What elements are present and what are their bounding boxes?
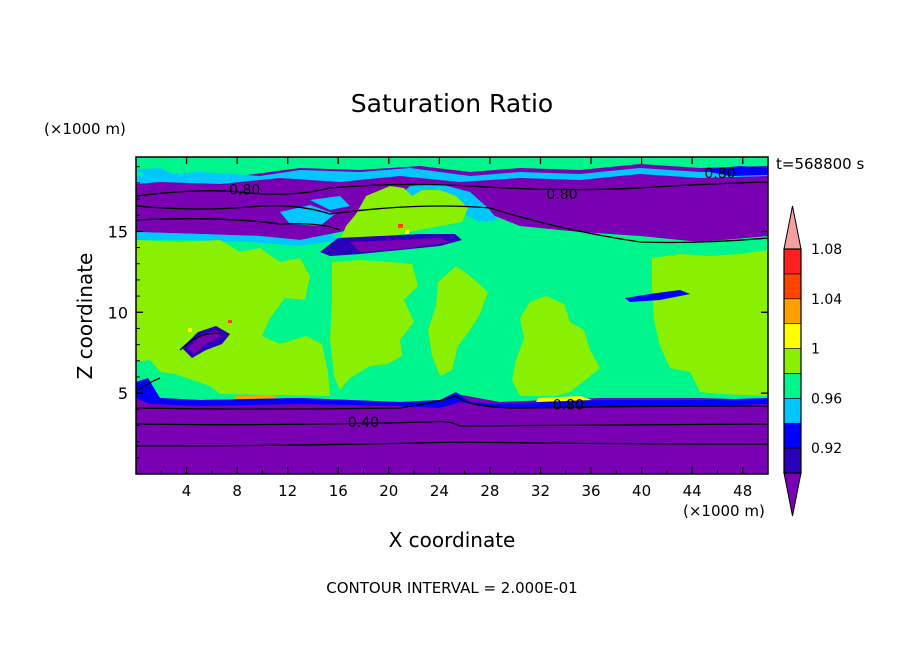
colorbar-label: 1 [811, 342, 820, 358]
contour-line [136, 218, 341, 231]
contour-label: 0.80 [553, 397, 584, 413]
y-axis: 5 10 15 [108, 166, 768, 459]
colorbar-frame [783, 248, 802, 474]
contour-label: 0.80 [704, 166, 735, 182]
y-unit-label: (×1000 m) [44, 120, 126, 138]
colorbar-bin [783, 373, 802, 399]
colorbar-label: 0.96 [811, 391, 842, 407]
colorbar-bin [783, 398, 802, 424]
x-tick-label: 4 [182, 482, 192, 500]
contour-line [179, 332, 223, 351]
lime-region-3 [428, 266, 488, 376]
y-tick-label: 10 [108, 303, 128, 322]
time-label: t=568800 s [776, 155, 864, 173]
lime-region-5 [652, 250, 768, 396]
x-tick-label: 28 [480, 482, 499, 500]
contour-field [136, 157, 768, 474]
colorbar-bin [783, 447, 802, 474]
contour-label: 0.40 [348, 415, 379, 431]
lower-boundary [136, 378, 768, 408]
lime-region-4 [512, 296, 600, 396]
x-tick-label: 32 [531, 482, 550, 500]
colorbar: 0.92 0.96 1 1.04 1.08 [783, 205, 842, 517]
x-tick-label: 20 [379, 482, 398, 500]
x-unit-label: (×1000 m) [683, 502, 765, 520]
contour-label: 0.80 [546, 187, 577, 203]
top-cyan-band [136, 168, 768, 184]
x-tick-label: 36 [581, 482, 600, 500]
colorbar-label: 1.08 [811, 242, 842, 258]
x-tick-label: 48 [733, 482, 752, 500]
chart-title: Saturation Ratio [351, 89, 553, 118]
contour-line [136, 441, 768, 447]
colorbar-bin [783, 298, 802, 324]
lime-region-upper [340, 186, 468, 244]
plot-frame [135, 156, 769, 475]
y-tick-label: 5 [118, 384, 128, 403]
contour-line [136, 395, 768, 410]
y-axis-label: Z coordinate [73, 253, 97, 380]
x-tick-label: 16 [329, 482, 348, 500]
contour-label: 0.80 [229, 182, 260, 198]
y-tick-label: 15 [108, 222, 128, 241]
x-axis: 4 8 12 16 20 24 28 32 36 40 44 48 [160, 157, 752, 500]
x-axis-label: X coordinate [389, 528, 516, 552]
contour-line [136, 205, 768, 244]
colorbar-bin [783, 273, 802, 300]
contour-line [136, 181, 768, 197]
colorbar-bin [783, 348, 802, 374]
colorbar-label: 1.04 [811, 292, 842, 308]
contour-interval-footer: CONTOUR INTERVAL = 2.000E-01 [326, 579, 577, 597]
top-moist-strip [136, 157, 768, 178]
contour-labels: 0.80 0.80 0.80 0.80 0.40 [229, 166, 735, 431]
lime-region-2 [330, 260, 418, 390]
colorbar-min-arrow [783, 472, 802, 517]
x-tick-label: 44 [683, 482, 702, 500]
contour-line [137, 377, 161, 391]
x-tick-label: 12 [278, 482, 297, 500]
x-tick-label: 8 [232, 482, 242, 500]
colorbar-bin [783, 422, 802, 449]
lime-region-1 [136, 240, 330, 396]
colorbar-label: 0.92 [811, 441, 842, 457]
colorbar-bin [783, 248, 802, 275]
x-tick-label: 24 [430, 482, 449, 500]
x-tick-label: 40 [632, 482, 651, 500]
colorbar-bin [783, 323, 802, 349]
colorbar-max-arrow [783, 205, 802, 250]
contour-line [136, 420, 768, 427]
